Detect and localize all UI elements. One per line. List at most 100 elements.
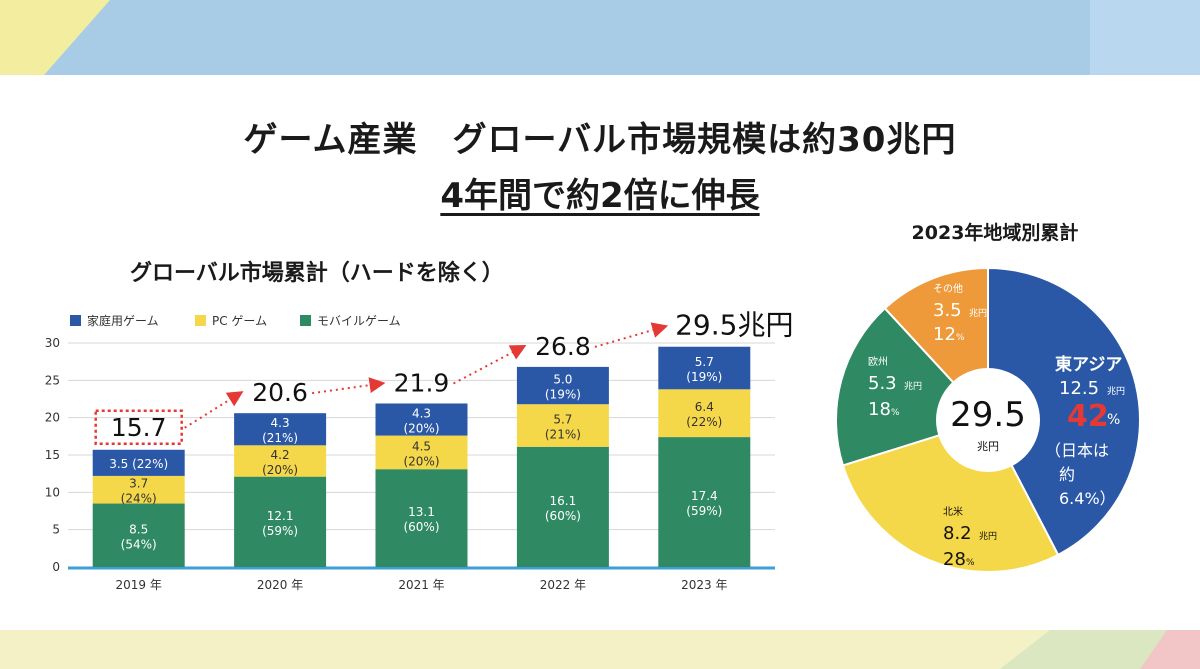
- total-label: 15.7: [111, 413, 167, 442]
- pie-label-pct-sign: %: [966, 558, 975, 568]
- pie-label-name: 欧州: [868, 356, 888, 368]
- pie-label-note: 6.4%）: [1059, 489, 1116, 508]
- sub-title: 4年間で約2倍に伸長: [0, 168, 1200, 217]
- bar-pc: [375, 435, 468, 470]
- x-tick-label: 2023 年: [681, 578, 727, 592]
- y-tick-label: 30: [45, 336, 60, 350]
- legend-swatch-mobile: [300, 315, 311, 326]
- segment-value: 5.0: [553, 373, 572, 387]
- legend-swatch-pc: [195, 315, 206, 326]
- segment-pct: (21%): [545, 428, 581, 442]
- bar-console: [375, 403, 468, 436]
- bar-legend: 家庭用ゲーム PC ゲーム モバイルゲーム: [70, 313, 401, 328]
- segment-value: 17.4: [691, 489, 718, 503]
- segment-pct: (24%): [121, 492, 157, 506]
- segment-pct: (19%): [545, 388, 581, 402]
- pie-center-unit: 兆円: [977, 440, 999, 453]
- bar-segment-labels: 8.5(54%)3.7(24%)3.5 (22%)12.1(59%)4.2(20…: [109, 355, 722, 551]
- bar-mobile: [375, 469, 468, 567]
- pie-label-pct: 42: [1067, 399, 1109, 434]
- bar-total-labels: 15.7 20.6 21.9 26.8 29.5兆円: [94, 309, 793, 446]
- y-tick-label: 10: [45, 485, 60, 499]
- segment-pct: (22%): [686, 415, 722, 429]
- bar-mobile: [658, 437, 751, 567]
- segment-value: 13.1: [408, 505, 435, 519]
- y-axis-ticks: 0 5 10 15 20 25 30: [45, 336, 60, 574]
- y-tick-label: 0: [52, 560, 60, 574]
- bar-mobile: [92, 503, 185, 567]
- segment-pct: (59%): [686, 504, 722, 518]
- pie-center-circle: [936, 368, 1040, 472]
- pie-label-pct: 18: [868, 399, 891, 420]
- bar-pc: [658, 389, 751, 438]
- segment-value: 4.3: [271, 416, 290, 430]
- bar-pc: [234, 445, 327, 477]
- y-tick-label: 25: [45, 373, 60, 387]
- y-tick-label: 5: [52, 523, 60, 537]
- bar-console: [516, 366, 609, 405]
- total-label: 26.8: [535, 332, 591, 361]
- legend-label-mobile: モバイルゲーム: [317, 314, 401, 328]
- pie-label-unit: 兆円: [979, 531, 997, 542]
- segment-value: 4.2: [271, 448, 290, 462]
- x-tick-label: 2020 年: [257, 578, 303, 592]
- pie-label-name: 北米: [943, 505, 963, 518]
- x-tick-label: 2021 年: [398, 578, 444, 592]
- highlight-box: [94, 409, 183, 446]
- pie-label-pct: 12: [933, 324, 956, 345]
- segment-pct: (54%): [121, 537, 157, 551]
- pie-label-note: 約: [1059, 465, 1075, 484]
- segment-value: 8.5: [129, 522, 148, 536]
- legend-label-console: 家庭用ゲーム: [87, 313, 159, 328]
- sub-title-text: 4年間で約2倍に伸長: [440, 176, 760, 216]
- segment-value: 5.7: [553, 413, 572, 427]
- segment-pct: (20%): [262, 463, 298, 477]
- main-title: ゲーム産業 グローバル市場規模は約30兆円: [243, 120, 957, 160]
- bar-console: [658, 346, 751, 390]
- pie-label-unit: 兆円: [904, 381, 922, 392]
- y-tick-label: 20: [45, 411, 60, 425]
- pie-chart-title: 2023年地域別累計: [911, 222, 1079, 244]
- bar-segments: [92, 346, 751, 567]
- pie-label-unit: 兆円: [969, 308, 987, 319]
- segment-value: 4.5: [412, 439, 431, 453]
- pie-label-pct-sign: %: [1107, 412, 1120, 428]
- growth-arrow: [311, 377, 386, 395]
- segment-value: 16.1: [550, 494, 577, 508]
- y-tick-label: 15: [45, 448, 60, 462]
- bar-pc: [92, 475, 185, 504]
- pie-center: 29.5 兆円: [936, 368, 1040, 472]
- segment-pct: (60%): [545, 509, 581, 523]
- pie-label-note: （日本は: [1045, 441, 1109, 460]
- growth-arrows: [184, 322, 669, 429]
- segment-pct: (59%): [262, 524, 298, 538]
- growth-arrow: [184, 391, 244, 429]
- total-label: 20.6: [252, 378, 308, 407]
- top-band-right: [1090, 0, 1200, 75]
- bottom-band: [0, 630, 1200, 669]
- segment-pct: (21%): [262, 431, 298, 445]
- pie-label-pct: 28: [943, 549, 966, 570]
- x-tick-label: 2022 年: [540, 578, 586, 592]
- segment-pct: (20%): [403, 454, 439, 468]
- bar-chart-title: グローバル市場累計（ハードを除く）: [130, 261, 504, 286]
- segment-value: 3.7: [129, 477, 148, 491]
- pie-label-unit: 兆円: [1107, 386, 1125, 397]
- bar-pc: [516, 404, 609, 447]
- pie-label-pct-sign: %: [956, 333, 965, 343]
- top-band: [0, 0, 1200, 75]
- bar-mobile: [516, 446, 609, 567]
- pie-label-value: 8.2: [943, 523, 972, 544]
- segment-pct: (19%): [686, 370, 722, 384]
- legend-swatch-console: [70, 315, 81, 326]
- pie-label-value: 3.5: [933, 300, 962, 321]
- legend-label-pc: PC ゲーム: [212, 314, 267, 328]
- bar-console: [92, 449, 185, 476]
- bar-console: [234, 413, 327, 446]
- pie-label-name: 東アジア: [1055, 354, 1122, 375]
- segment-value: 5.7: [695, 355, 714, 369]
- segment-pct: (60%): [403, 520, 439, 534]
- pie-label-value: 12.5: [1059, 378, 1099, 399]
